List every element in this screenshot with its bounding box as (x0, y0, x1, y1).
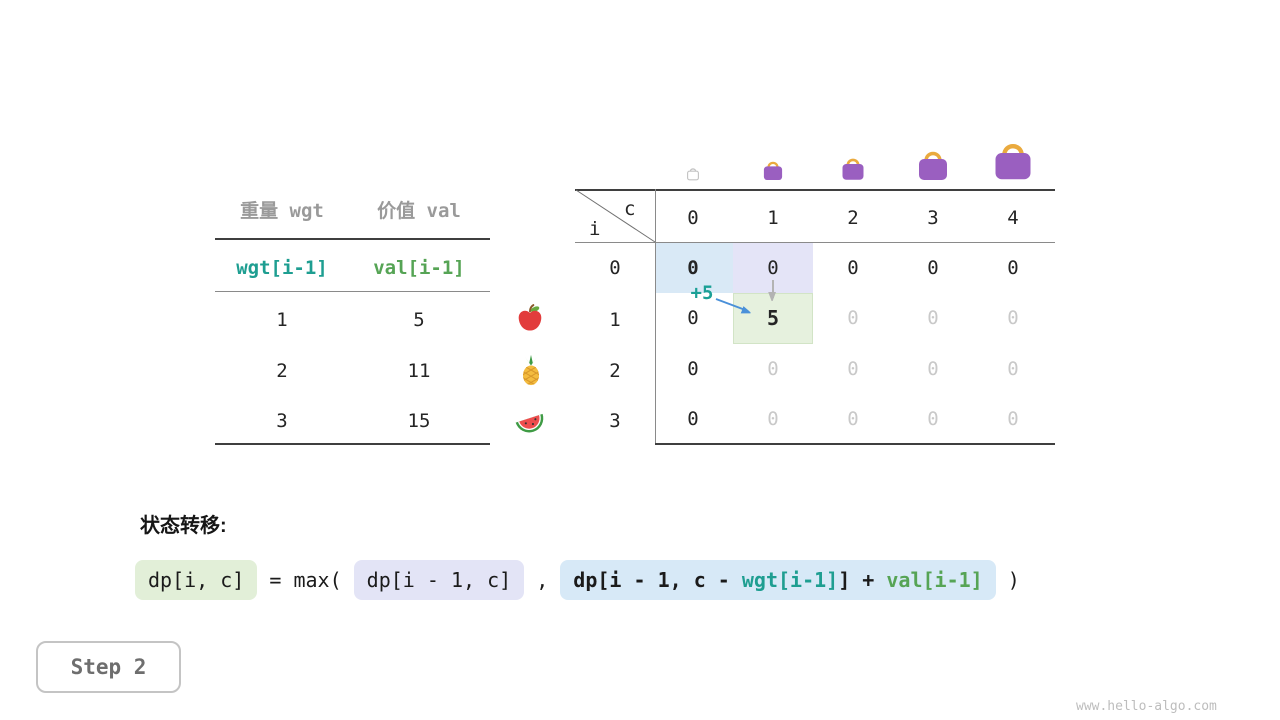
state-transition-formula: dp[i, c] = max( dp[i - 1, c] , dp[i - 1,… (135, 560, 1020, 600)
apple-icon (515, 303, 545, 337)
dp-table-header-divider (575, 242, 1055, 243)
item-row-value: 5 (413, 309, 425, 331)
dp-cell-1-4: 0 (1007, 307, 1019, 329)
dp-cell-1-3: 0 (927, 307, 939, 329)
dp-axis-col-label: c (624, 198, 636, 220)
step-button[interactable]: Step 2 (36, 641, 181, 693)
bag-icon-medium (838, 152, 868, 186)
dp-axis-row-label: i (589, 218, 601, 240)
dp-col-header: 4 (1007, 207, 1019, 229)
dp-cell-2-4: 0 (1007, 358, 1019, 380)
transition-value-annotation: +5 (690, 282, 714, 304)
dp-cell-1-2: 0 (847, 307, 859, 329)
divider (215, 238, 490, 240)
dp-col-header: 3 (927, 207, 939, 229)
dp-cell-2-0: 0 (687, 358, 699, 380)
state-transition-label: 状态转移: (140, 515, 227, 537)
dp-row-header: 1 (609, 309, 621, 331)
bag-icon-xlarge (988, 133, 1038, 187)
dp-table-vertical-divider (655, 189, 656, 445)
divider (215, 291, 490, 292)
item-table-header-value: 价值 val (377, 200, 461, 222)
formula-comma: , (524, 568, 561, 592)
dp-cell-3-2: 0 (847, 408, 859, 430)
formula-arg2-part: dp[i - 1, c - (573, 568, 742, 592)
item-row-value: 15 (407, 410, 431, 432)
dp-col-header: 1 (767, 207, 779, 229)
item-row-weight: 2 (276, 360, 288, 382)
dp-cell-1-1: 5 (766, 306, 780, 330)
item-table-header-weight: 重量 wgt (240, 200, 324, 222)
dp-cell-2-1: 0 (767, 358, 779, 380)
item-table-val-formula: val[i-1] (373, 257, 465, 279)
dp-table-top-border (575, 189, 1055, 191)
item-row-weight: 1 (276, 309, 288, 331)
formula-arg2-val: val[i-1] (886, 568, 983, 592)
formula-arg2-wgt: wgt[i-1] (741, 568, 839, 592)
dp-cell-3-1: 0 (767, 408, 779, 430)
bag-icon-large (913, 143, 953, 187)
dp-cell-0-4: 0 (1007, 257, 1019, 279)
dp-row-header: 3 (609, 410, 621, 432)
divider (215, 443, 490, 445)
formula-max-operator: = max( (257, 568, 354, 592)
dp-cell-0-0: 0 (687, 257, 699, 279)
dp-cell-3-4: 0 (1007, 408, 1019, 430)
item-row-weight: 3 (276, 410, 288, 432)
highlight-source-cell-blue (656, 243, 733, 293)
formula-arg1-chip: dp[i - 1, c] (353, 560, 525, 600)
item-table-wgt-formula: wgt[i-1] (236, 257, 328, 279)
dp-col-header: 2 (847, 207, 859, 229)
bag-icon-small (760, 156, 786, 186)
dp-table-bottom-border (655, 443, 1055, 445)
dp-row-header: 0 (609, 257, 621, 279)
dp-cell-0-3: 0 (927, 257, 939, 279)
corner-diagonal-line (575, 189, 656, 243)
formula-lhs-chip: dp[i, c] (135, 560, 258, 600)
dp-cell-2-2: 0 (847, 358, 859, 380)
site-watermark: www.hello-algo.com (1076, 699, 1217, 714)
bag-empty-icon (684, 164, 702, 186)
dp-cell-1-0: 0 (687, 307, 699, 329)
formula-arg2-part: ] + (838, 568, 887, 592)
formula-close-paren: ) (995, 568, 1020, 592)
dp-row-header: 2 (609, 360, 621, 382)
dp-col-header: 0 (687, 207, 699, 229)
item-row-value: 11 (407, 360, 431, 382)
pineapple-icon (515, 354, 547, 390)
dp-cell-3-3: 0 (927, 408, 939, 430)
dp-cell-3-0: 0 (687, 408, 699, 430)
dp-cell-2-3: 0 (927, 358, 939, 380)
dp-cell-0-2: 0 (847, 257, 859, 279)
watermelon-icon (513, 404, 547, 442)
formula-arg2-chip: dp[i - 1, c - wgt[i-1]] + val[i-1] (560, 560, 996, 600)
dp-cell-0-1: 0 (767, 257, 779, 279)
